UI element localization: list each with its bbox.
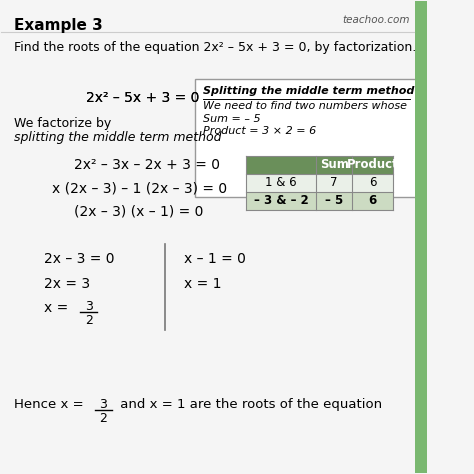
Text: 2x – 3 = 0: 2x – 3 = 0 [44, 252, 114, 266]
Text: – 3 & – 2: – 3 & – 2 [254, 194, 309, 207]
Text: splitting the middle term method: splitting the middle term method [14, 131, 222, 144]
Text: 2x² – 5x + 3 = 0: 2x² – 5x + 3 = 0 [86, 91, 200, 105]
Text: x =: x = [44, 301, 73, 315]
Text: Splitting the middle term method: Splitting the middle term method [203, 86, 415, 96]
Text: Find the roots of the equation 2x² – 5x + 3 = 0, by factorization.: Find the roots of the equation 2x² – 5x … [14, 41, 416, 55]
Text: 3: 3 [85, 300, 92, 313]
Text: 3: 3 [100, 398, 108, 411]
Text: 2: 2 [100, 412, 108, 425]
Text: Product: Product [346, 158, 398, 172]
FancyBboxPatch shape [195, 79, 418, 197]
Text: x (2x – 3) – 1 (2x – 3) = 0: x (2x – 3) – 1 (2x – 3) = 0 [53, 182, 228, 195]
Text: We factorize by: We factorize by [14, 117, 111, 130]
Text: Sum: Sum [320, 158, 348, 172]
Text: 7: 7 [330, 176, 338, 189]
FancyBboxPatch shape [246, 174, 392, 192]
Text: 2x² – 3x – 2x + 3 = 0: 2x² – 3x – 2x + 3 = 0 [73, 158, 219, 172]
Text: 6: 6 [368, 194, 376, 207]
Text: teachoo.com: teachoo.com [342, 15, 410, 25]
FancyBboxPatch shape [415, 1, 427, 473]
Text: 2: 2 [85, 314, 92, 327]
FancyBboxPatch shape [246, 156, 392, 174]
FancyBboxPatch shape [246, 192, 392, 210]
Text: 6: 6 [369, 176, 376, 189]
Text: and x = 1 are the roots of the equation: and x = 1 are the roots of the equation [116, 398, 383, 411]
Text: – 5: – 5 [325, 194, 343, 207]
Text: 1 & 6: 1 & 6 [265, 176, 297, 189]
Text: Example 3: Example 3 [14, 18, 103, 33]
Text: Sum = – 5: Sum = – 5 [203, 115, 261, 125]
Text: x – 1 = 0: x – 1 = 0 [184, 252, 246, 266]
Text: Product = 3 × 2 = 6: Product = 3 × 2 = 6 [203, 126, 317, 136]
Text: x = 1: x = 1 [184, 277, 222, 291]
Text: 2x = 3: 2x = 3 [44, 277, 90, 291]
Text: 2x² – 5x + 3 = 0: 2x² – 5x + 3 = 0 [86, 91, 200, 105]
Text: We need to find two numbers whose: We need to find two numbers whose [203, 101, 408, 111]
Text: (2x – 3) (x – 1) = 0: (2x – 3) (x – 1) = 0 [73, 205, 203, 219]
Text: Hence x =: Hence x = [14, 398, 88, 411]
